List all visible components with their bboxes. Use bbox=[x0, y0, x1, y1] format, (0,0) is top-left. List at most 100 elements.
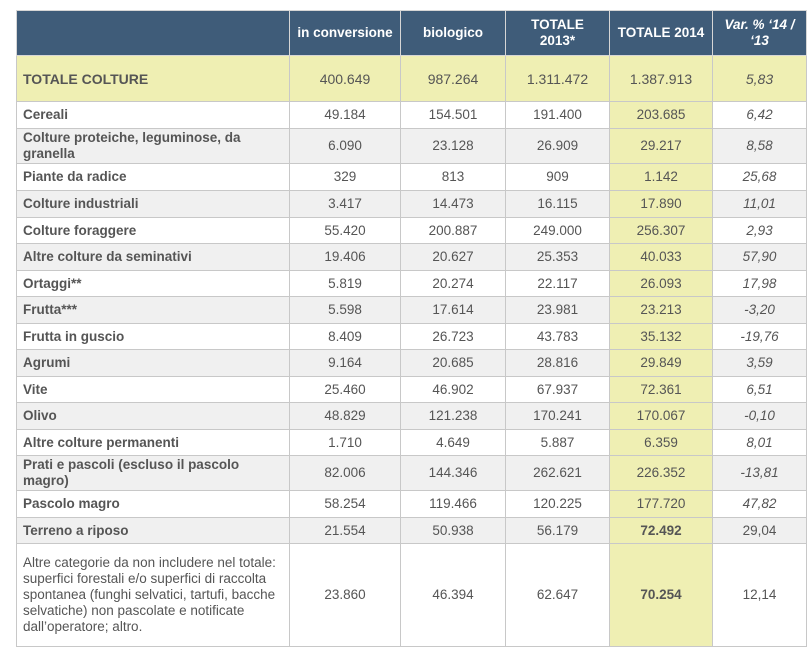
row-label: Colture proteiche, leguminose, da granel… bbox=[16, 128, 290, 164]
cell-var-percent: 12,14 bbox=[712, 543, 807, 647]
table-row: Cereali 49.184 154.501 191.400 203.685 6,42 bbox=[16, 101, 807, 129]
cell-biologico: 20.627 bbox=[400, 243, 506, 271]
cell-in-conversione: 329 bbox=[289, 163, 401, 191]
cell-biologico: 50.938 bbox=[400, 517, 506, 544]
cell-biologico: 23.128 bbox=[400, 128, 506, 164]
table-row: Agrumi 9.164 20.685 28.816 29.849 3,59 bbox=[16, 349, 807, 377]
cell-in-conversione: 58.254 bbox=[289, 490, 401, 518]
table-row: Altre categorie da non includere nel tot… bbox=[16, 543, 807, 647]
cell-totale-2014: 17.890 bbox=[609, 190, 713, 218]
cell-in-conversione: 48.829 bbox=[289, 402, 401, 430]
table-row: Prati e pascoli (escluso il pascolo magr… bbox=[16, 455, 807, 491]
cell-var-percent: 5,83 bbox=[712, 55, 807, 102]
cell-in-conversione: 19.406 bbox=[289, 243, 401, 271]
cell-totale-2013: 170.241 bbox=[505, 402, 610, 430]
cell-biologico: 144.346 bbox=[400, 455, 506, 491]
table-row: Frutta*** 5.598 17.614 23.981 23.213 -3,20 bbox=[16, 296, 807, 324]
row-label: Frutta in guscio bbox=[16, 323, 290, 350]
cell-biologico: 46.394 bbox=[400, 543, 506, 647]
header-totale-2014: TOTALE 2014 bbox=[609, 10, 713, 56]
row-label: TOTALE COLTURE bbox=[16, 55, 290, 102]
cell-var-percent: -3,20 bbox=[712, 296, 807, 324]
table-row: Colture industriali 3.417 14.473 16.115 17.8… bbox=[16, 190, 807, 218]
cell-totale-2013: 22.117 bbox=[505, 270, 610, 297]
organic-crops-table: in conversione biologico TOTALE 2013* TO… bbox=[16, 10, 807, 647]
table-row: Altre colture permanenti 1.710 4.649 5.887 6… bbox=[16, 429, 807, 456]
cell-totale-2013: 5.887 bbox=[505, 429, 610, 456]
cell-totale-2013: 249.000 bbox=[505, 217, 610, 244]
row-label: Colture foraggere bbox=[16, 217, 290, 244]
cell-totale-2013: 191.400 bbox=[505, 101, 610, 129]
header-in-conversione: in conversione bbox=[289, 10, 401, 56]
cell-var-percent: 2,93 bbox=[712, 217, 807, 244]
cell-var-percent: 57,90 bbox=[712, 243, 807, 271]
cell-biologico: 17.614 bbox=[400, 296, 506, 324]
cell-in-conversione: 23.860 bbox=[289, 543, 401, 647]
cell-in-conversione: 3.417 bbox=[289, 190, 401, 218]
row-label: Altre colture permanenti bbox=[16, 429, 290, 456]
cell-var-percent: -13,81 bbox=[712, 455, 807, 491]
table-body: TOTALE COLTURE 400.649 987.264 1.311.472 1.3… bbox=[16, 55, 807, 647]
cell-totale-2014: 256.307 bbox=[609, 217, 713, 244]
cell-biologico: 200.887 bbox=[400, 217, 506, 244]
header-biologico: biologico bbox=[400, 10, 506, 56]
cell-var-percent: 47,82 bbox=[712, 490, 807, 518]
cell-totale-2014: 72.361 bbox=[609, 376, 713, 403]
cell-totale-2013: 62.647 bbox=[505, 543, 610, 647]
cell-totale-2013: 262.621 bbox=[505, 455, 610, 491]
cell-totale-2013: 909 bbox=[505, 163, 610, 191]
cell-var-percent: 25,68 bbox=[712, 163, 807, 191]
cell-totale-2014: 226.352 bbox=[609, 455, 713, 491]
cell-totale-2014: 203.685 bbox=[609, 101, 713, 129]
cell-in-conversione: 1.710 bbox=[289, 429, 401, 456]
cell-totale-2014: 23.213 bbox=[609, 296, 713, 324]
table-row: Frutta in guscio 8.409 26.723 43.783 35.132-… bbox=[16, 323, 807, 350]
cell-in-conversione: 49.184 bbox=[289, 101, 401, 129]
row-label: Terreno a riposo bbox=[16, 517, 290, 544]
cell-totale-2014: 177.720 bbox=[609, 490, 713, 518]
cell-in-conversione: 5.598 bbox=[289, 296, 401, 324]
total-row: TOTALE COLTURE 400.649 987.264 1.311.472 1.3… bbox=[16, 55, 807, 102]
cell-totale-2013: 16.115 bbox=[505, 190, 610, 218]
cell-totale-2013: 67.937 bbox=[505, 376, 610, 403]
row-label: Piante da radice bbox=[16, 163, 290, 191]
table-header-row: in conversione biologico TOTALE 2013* TO… bbox=[16, 10, 807, 56]
row-label: Altre colture da seminativi bbox=[16, 243, 290, 271]
cell-biologico: 14.473 bbox=[400, 190, 506, 218]
row-label: Pascolo magro bbox=[16, 490, 290, 518]
cell-var-percent: 6,51 bbox=[712, 376, 807, 403]
cell-totale-2014: 1.142 bbox=[609, 163, 713, 191]
header-totale-2013: TOTALE 2013* bbox=[505, 10, 610, 56]
cell-var-percent: 11,01 bbox=[712, 190, 807, 218]
cell-totale-2014: 29.217 bbox=[609, 128, 713, 164]
row-label: Cereali bbox=[16, 101, 290, 129]
header-var-percent: Var. % ‘14 / ‘13 bbox=[712, 10, 807, 56]
cell-in-conversione: 9.164 bbox=[289, 349, 401, 377]
cell-totale-2014: 26.093 bbox=[609, 270, 713, 297]
row-label: Agrumi bbox=[16, 349, 290, 377]
row-label: Olivo bbox=[16, 402, 290, 430]
cell-totale-2014: 35.132 bbox=[609, 323, 713, 350]
header-label-cell bbox=[16, 10, 290, 56]
cell-in-conversione: 25.460 bbox=[289, 376, 401, 403]
cell-totale-2014: 72.492 bbox=[609, 517, 713, 544]
cell-biologico: 46.902 bbox=[400, 376, 506, 403]
row-label: Colture industriali bbox=[16, 190, 290, 218]
cell-totale-2013: 43.783 bbox=[505, 323, 610, 350]
cell-totale-2014: 40.033 bbox=[609, 243, 713, 271]
cell-biologico: 20.685 bbox=[400, 349, 506, 377]
cell-biologico: 26.723 bbox=[400, 323, 506, 350]
cell-totale-2013: 1.311.472 bbox=[505, 55, 610, 102]
table-row: Piante da radice 329 813 909 1.142 25,68 bbox=[16, 163, 807, 191]
cell-var-percent: -0,10 bbox=[712, 402, 807, 430]
cell-biologico: 154.501 bbox=[400, 101, 506, 129]
cell-in-conversione: 6.090 bbox=[289, 128, 401, 164]
table-row: Ortaggi** 5.819 20.274 22.117 26.093 17,98 bbox=[16, 270, 807, 297]
cell-biologico: 987.264 bbox=[400, 55, 506, 102]
cell-in-conversione: 8.409 bbox=[289, 323, 401, 350]
table-row: Terreno a riposo 21.554 50.938 56.179 72.492… bbox=[16, 517, 807, 544]
cell-in-conversione: 21.554 bbox=[289, 517, 401, 544]
row-label: Ortaggi** bbox=[16, 270, 290, 297]
cell-var-percent: -19,76 bbox=[712, 323, 807, 350]
cell-totale-2014: 6.359 bbox=[609, 429, 713, 456]
